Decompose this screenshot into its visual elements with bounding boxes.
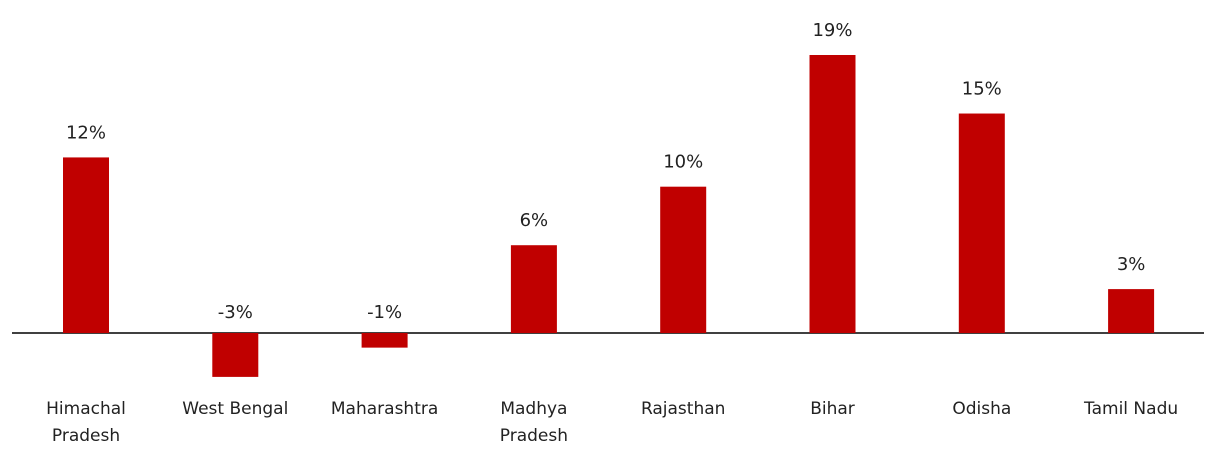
x-tick-label: Bihar xyxy=(810,399,855,419)
value-label: 15% xyxy=(962,79,1002,100)
bar xyxy=(510,245,557,333)
value-label: 19% xyxy=(812,20,852,41)
value-label: 6% xyxy=(520,210,549,231)
value-label: 10% xyxy=(663,152,703,173)
x-tick-label: Tamil Nadu xyxy=(1084,399,1179,419)
bar xyxy=(660,186,707,333)
x-tick-label: Maharashtra xyxy=(330,399,439,419)
x-tick-label: Himachal Pradesh xyxy=(46,399,126,446)
bar xyxy=(958,113,1005,334)
bar xyxy=(63,157,109,333)
value-label: -1% xyxy=(367,302,402,323)
x-tick-label: West Bengal xyxy=(182,399,289,419)
bar xyxy=(361,333,408,348)
x-tick-label: Odisha xyxy=(952,399,1012,419)
value-label: -3% xyxy=(218,302,253,323)
x-tick-label: Madhya Pradesh xyxy=(499,399,569,446)
value-label: 12% xyxy=(66,122,106,143)
x-tick-label: Rajasthan xyxy=(640,399,726,419)
bar xyxy=(212,333,259,377)
bar xyxy=(809,55,856,333)
bar xyxy=(1108,289,1155,333)
value-label: 3% xyxy=(1117,254,1146,275)
